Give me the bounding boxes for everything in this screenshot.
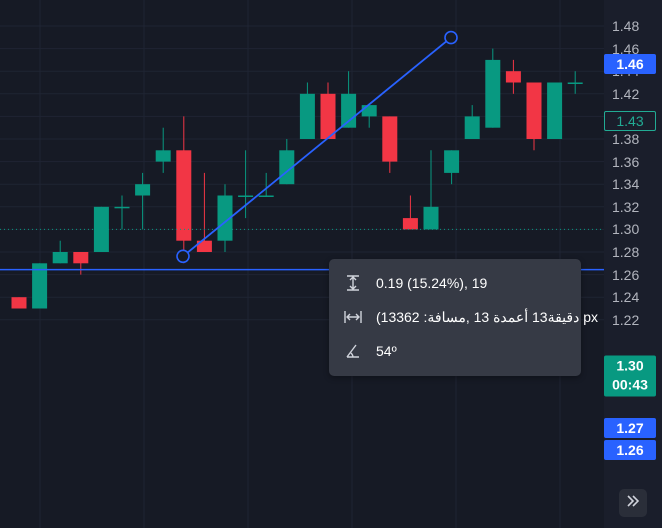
candle-body bbox=[155, 150, 171, 162]
candle bbox=[444, 150, 460, 185]
candle bbox=[526, 82, 542, 151]
candle-body bbox=[485, 59, 501, 128]
drawing-low-price-label: 1.27 bbox=[604, 418, 656, 438]
go-to-realtime-icon bbox=[626, 494, 640, 513]
candle bbox=[361, 105, 377, 128]
candle-body bbox=[320, 93, 336, 139]
bars-range-row: (13دقيقة13 أعمدة 13 ,مسافة: 362 px bbox=[343, 305, 598, 329]
candle bbox=[382, 116, 398, 173]
drawing-top-price-label: 1.46 bbox=[604, 54, 656, 74]
price-tick-label: 1.26 bbox=[612, 266, 640, 283]
candle-body bbox=[114, 206, 130, 209]
candle-body bbox=[32, 263, 48, 309]
candle-body bbox=[52, 252, 68, 264]
candle bbox=[135, 172, 151, 230]
candle-body bbox=[505, 71, 521, 83]
candle bbox=[93, 206, 109, 252]
candle-body bbox=[299, 93, 315, 139]
price-tick-label: 1.22 bbox=[612, 311, 640, 328]
candle-body bbox=[423, 206, 439, 230]
price-tick-label: 1.38 bbox=[612, 131, 640, 147]
candle bbox=[238, 150, 254, 219]
current-price-value: 1.30 bbox=[616, 357, 644, 374]
candle bbox=[114, 195, 130, 230]
candle bbox=[196, 172, 212, 252]
candle-body bbox=[196, 240, 212, 252]
candle bbox=[547, 82, 563, 139]
candle-body bbox=[176, 150, 192, 241]
go-to-realtime-button[interactable] bbox=[619, 489, 647, 517]
candle bbox=[567, 71, 583, 94]
trend-line-end-handle bbox=[444, 30, 458, 45]
price-tick-label: 1.32 bbox=[612, 198, 640, 215]
candle bbox=[258, 172, 274, 197]
price-tick-label: 1.46 bbox=[612, 40, 640, 57]
candle-body bbox=[93, 206, 109, 252]
measure-tooltip: 0.19 (15.24%), 19 (13دقيقة13 أعمدة 13 ,م… bbox=[329, 259, 598, 376]
candle bbox=[485, 48, 501, 128]
bars-range-icon bbox=[343, 307, 363, 327]
candle bbox=[341, 71, 357, 128]
candle bbox=[279, 139, 295, 185]
price-change-text: 0.19 (15.24%), 19 bbox=[376, 275, 488, 291]
candle-body bbox=[402, 218, 418, 230]
candle bbox=[402, 195, 418, 230]
candle-body bbox=[464, 116, 480, 139]
candle-body bbox=[135, 184, 151, 196]
price-tick-label: 1.48 bbox=[612, 18, 640, 34]
candle-body bbox=[238, 195, 254, 197]
bars-distance-text: (13دقيقة13 أعمدة 13 ,مسافة: 362 px bbox=[376, 308, 599, 325]
price-tick-label: 1.42 bbox=[612, 85, 640, 102]
candle bbox=[52, 240, 68, 264]
candle-body bbox=[11, 297, 27, 309]
bar-countdown: 00:43 bbox=[612, 376, 648, 393]
candle bbox=[423, 150, 439, 230]
price-tick-label: 1.30 bbox=[612, 221, 640, 238]
trend-line bbox=[182, 36, 452, 257]
price-range-icon bbox=[343, 273, 363, 293]
current-price-label: 1.30 00:43 bbox=[604, 355, 656, 397]
candle bbox=[32, 263, 48, 309]
price-tick-label: 1.36 bbox=[612, 153, 640, 170]
candle-body bbox=[73, 252, 89, 264]
horizontal-line-price-label: 1.26 bbox=[604, 440, 656, 460]
last-value-label: 1.43 bbox=[604, 111, 656, 131]
candle-body bbox=[444, 150, 460, 173]
candle-body bbox=[526, 82, 542, 139]
candle bbox=[155, 127, 171, 173]
candle bbox=[505, 59, 521, 94]
candle bbox=[320, 82, 336, 139]
candle-body bbox=[341, 93, 357, 128]
candle-body bbox=[361, 105, 377, 117]
candle bbox=[11, 297, 27, 309]
price-tick-label: 1.34 bbox=[612, 176, 640, 193]
candle bbox=[73, 252, 89, 275]
angle-text: 54º bbox=[376, 343, 397, 359]
candle bbox=[464, 105, 480, 139]
candle-body bbox=[567, 82, 583, 84]
angle-icon bbox=[343, 341, 363, 361]
candle-body bbox=[382, 116, 398, 162]
candle bbox=[176, 116, 192, 264]
price-tick-label: 1.28 bbox=[612, 244, 640, 260]
trend-line-start-handle bbox=[176, 249, 190, 264]
candle-body bbox=[258, 195, 274, 197]
candle-body bbox=[547, 82, 563, 139]
angle-row: 54º bbox=[343, 339, 397, 363]
price-tick-label: 1.24 bbox=[612, 289, 640, 306]
candle bbox=[299, 82, 315, 139]
price-range-row: 0.19 (15.24%), 19 bbox=[343, 271, 487, 295]
